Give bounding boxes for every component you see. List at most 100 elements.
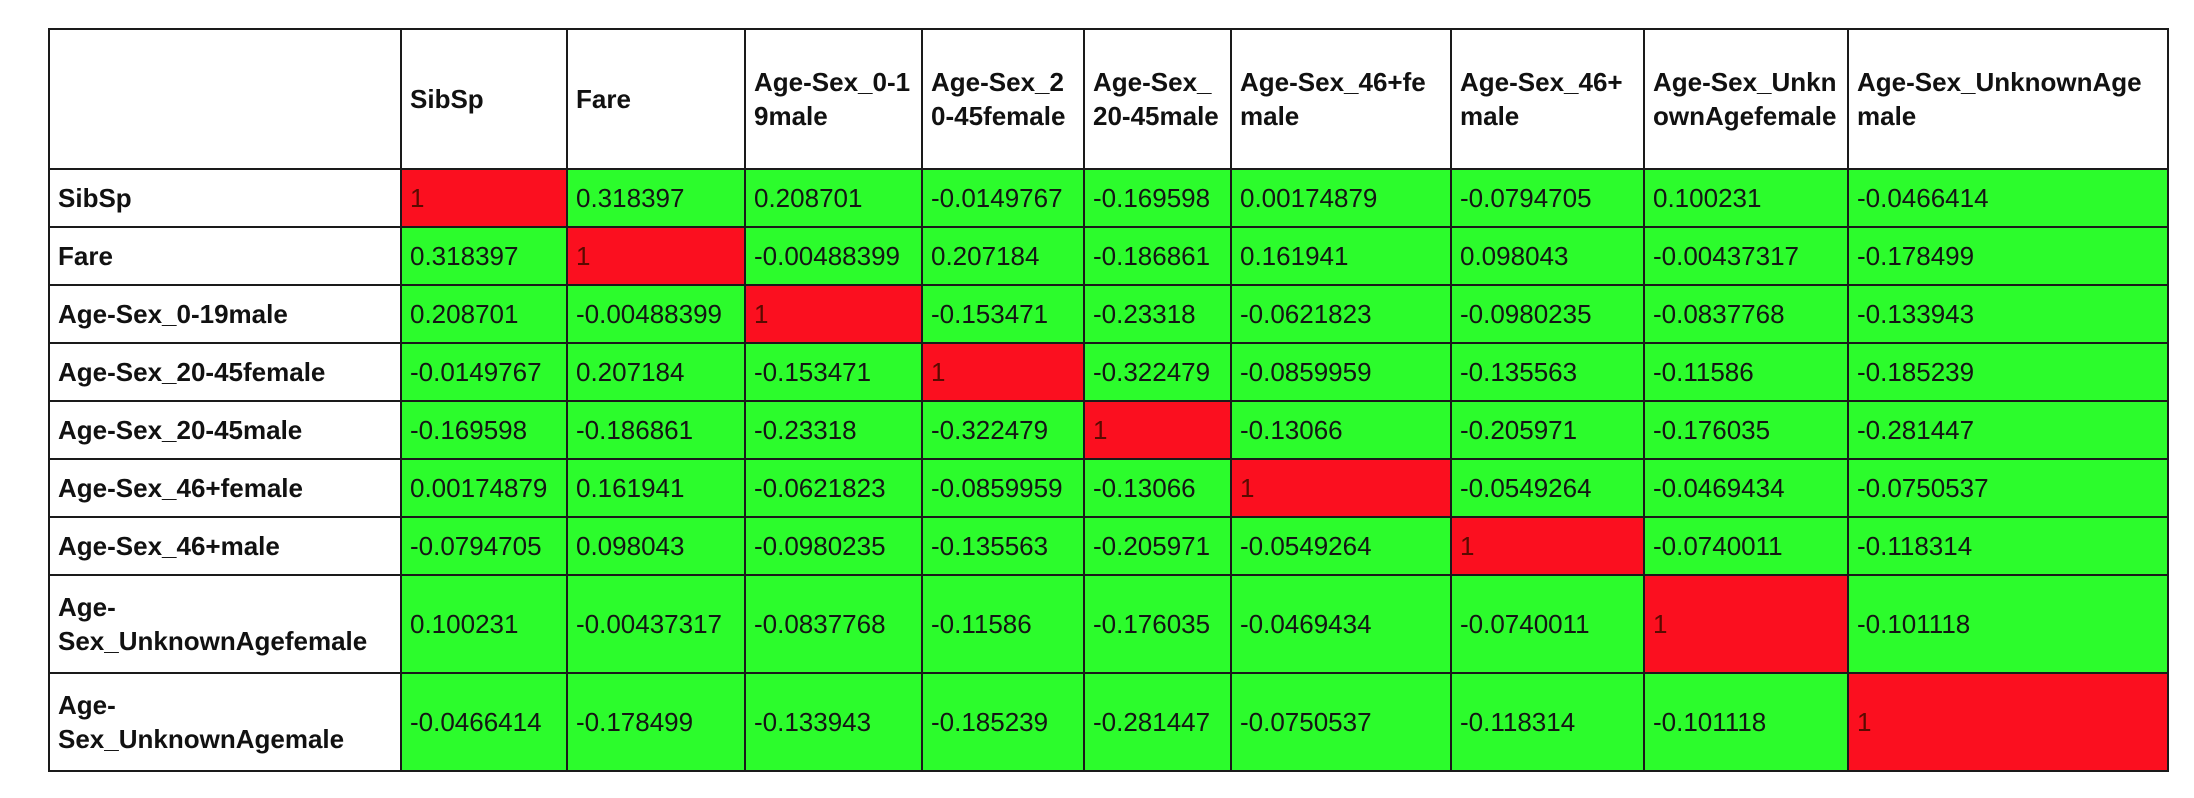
row-header: Age-Sex_0-19male [48,284,402,344]
correlation-cell: -0.00488399 [744,226,923,286]
correlation-cell: -0.101118 [1847,574,2169,674]
column-header: Age-Sex_20-45female [921,28,1085,170]
table-row: Age-Sex_20-45female -0.0149767 0.207184 -0.… [48,342,2169,402]
correlation-cell: 0.00174879 [1230,168,1452,228]
correlation-cell: -0.153471 [921,284,1085,344]
row-header: Age-Sex_UnknownAgemale [48,672,402,772]
correlation-cell: -0.133943 [1847,284,2169,344]
correlation-cell: -0.0549264 [1450,458,1645,518]
correlation-cell: -0.00488399 [566,284,746,344]
row-header: Age-Sex_20-45female [48,342,402,402]
correlation-cell: -0.281447 [1083,672,1232,772]
correlation-cell: -0.0740011 [1450,574,1645,674]
table-row: SibSp 1 0.318397 0.208701 -0.0149767 -0.16959… [48,168,2169,228]
correlation-cell: -0.153471 [744,342,923,402]
correlation-cell: -0.133943 [744,672,923,772]
correlation-cell: -0.101118 [1643,672,1849,772]
correlation-cell: 0.208701 [744,168,923,228]
correlation-cell: -0.0980235 [744,516,923,576]
row-header: SibSp [48,168,402,228]
table-row: Age-Sex_UnknownAgemale -0.0466414 -0.17849… [48,672,2169,772]
correlation-cell: -0.118314 [1847,516,2169,576]
table-row: Age-Sex_0-19male 0.208701 -0.00488399 1 -0.1… [48,284,2169,344]
correlation-cell: -0.205971 [1450,400,1645,460]
correlation-cell: -0.185239 [921,672,1085,772]
diagonal-cell: 1 [1230,458,1452,518]
row-header: Age-Sex_46+male [48,516,402,576]
correlation-cell: -0.00437317 [1643,226,1849,286]
correlation-cell: 0.098043 [1450,226,1645,286]
table-row: Age-Sex_20-45male -0.169598 -0.186861 -0.23… [48,400,2169,460]
correlation-cell: 0.100231 [1643,168,1849,228]
diagonal-cell: 1 [1450,516,1645,576]
correlation-cell: -0.118314 [1450,672,1645,772]
table-row: Fare 0.318397 1 -0.00488399 0.207184 -0.18686… [48,226,2169,286]
column-header: Age-Sex_46+female [1230,28,1452,170]
row-header: Age-Sex_UnknownAgefemale [48,574,402,674]
correlation-cell: -0.186861 [1083,226,1232,286]
column-header: Age-Sex_UnknownAgefemale [1643,28,1849,170]
column-header: Age-Sex_UnknownAgemale [1847,28,2169,170]
correlation-cell: -0.0750537 [1847,458,2169,518]
correlation-cell: -0.0740011 [1643,516,1849,576]
correlation-cell: -0.205971 [1083,516,1232,576]
correlation-cell: -0.322479 [1083,342,1232,402]
row-header: Fare [48,226,402,286]
correlation-table: SibSp Fare Age-Sex_0-19male Age-Sex_20-45fe… [48,28,2169,772]
correlation-cell: -0.0466414 [1847,168,2169,228]
diagonal-cell: 1 [1643,574,1849,674]
correlation-cell: -0.135563 [1450,342,1645,402]
correlation-cell: -0.11586 [1643,342,1849,402]
correlation-cell: 0.207184 [921,226,1085,286]
diagonal-cell: 1 [1083,400,1232,460]
correlation-cell: -0.176035 [1643,400,1849,460]
correlation-cell: 0.161941 [566,458,746,518]
correlation-cell: -0.0621823 [744,458,923,518]
correlation-cell: -0.185239 [1847,342,2169,402]
correlation-cell: -0.0466414 [400,672,568,772]
diagonal-cell: 1 [921,342,1085,402]
row-header: Age-Sex_46+female [48,458,402,518]
correlation-cell: -0.186861 [566,400,746,460]
correlation-cell: -0.0549264 [1230,516,1452,576]
correlation-cell: -0.176035 [1083,574,1232,674]
correlation-cell: -0.0149767 [921,168,1085,228]
correlation-cell: 0.161941 [1230,226,1452,286]
correlation-cell: -0.169598 [400,400,568,460]
correlation-cell: -0.281447 [1847,400,2169,460]
table-row: Age-Sex_UnknownAgefemale 0.100231 -0.00437… [48,574,2169,674]
correlation-cell: -0.0750537 [1230,672,1452,772]
diagonal-cell: 1 [400,168,568,228]
table-body: SibSp 1 0.318397 0.208701 -0.0149767 -0.16959… [48,168,2169,772]
correlation-cell: -0.13066 [1083,458,1232,518]
correlation-cell: -0.0469434 [1230,574,1452,674]
correlation-cell: -0.0837768 [744,574,923,674]
correlation-cell: -0.169598 [1083,168,1232,228]
correlation-cell: 0.207184 [566,342,746,402]
diagonal-cell: 1 [1847,672,2169,772]
correlation-cell: -0.0621823 [1230,284,1452,344]
correlation-cell: 0.318397 [566,168,746,228]
correlation-cell: -0.11586 [921,574,1085,674]
column-header: SibSp [400,28,568,170]
table-row: Age-Sex_46+female 0.00174879 0.161941 -0.06… [48,458,2169,518]
correlation-cell: -0.178499 [566,672,746,772]
correlation-cell: 0.318397 [400,226,568,286]
column-header: Fare [566,28,746,170]
correlation-cell: -0.0837768 [1643,284,1849,344]
correlation-cell: -0.23318 [744,400,923,460]
correlation-cell: -0.0794705 [400,516,568,576]
column-header: Age-Sex_0-19male [744,28,923,170]
correlation-cell: -0.0469434 [1643,458,1849,518]
header-row: SibSp Fare Age-Sex_0-19male Age-Sex_20-45fe… [48,28,2169,170]
column-header: Age-Sex_20-45male [1083,28,1232,170]
correlation-cell: 0.100231 [400,574,568,674]
correlation-cell: 0.098043 [566,516,746,576]
correlation-cell: -0.0859959 [921,458,1085,518]
correlation-cell: -0.23318 [1083,284,1232,344]
correlation-cell: 0.00174879 [400,458,568,518]
correlation-cell: -0.322479 [921,400,1085,460]
correlation-cell: -0.0149767 [400,342,568,402]
correlation-cell: -0.0794705 [1450,168,1645,228]
corner-cell [48,28,402,170]
